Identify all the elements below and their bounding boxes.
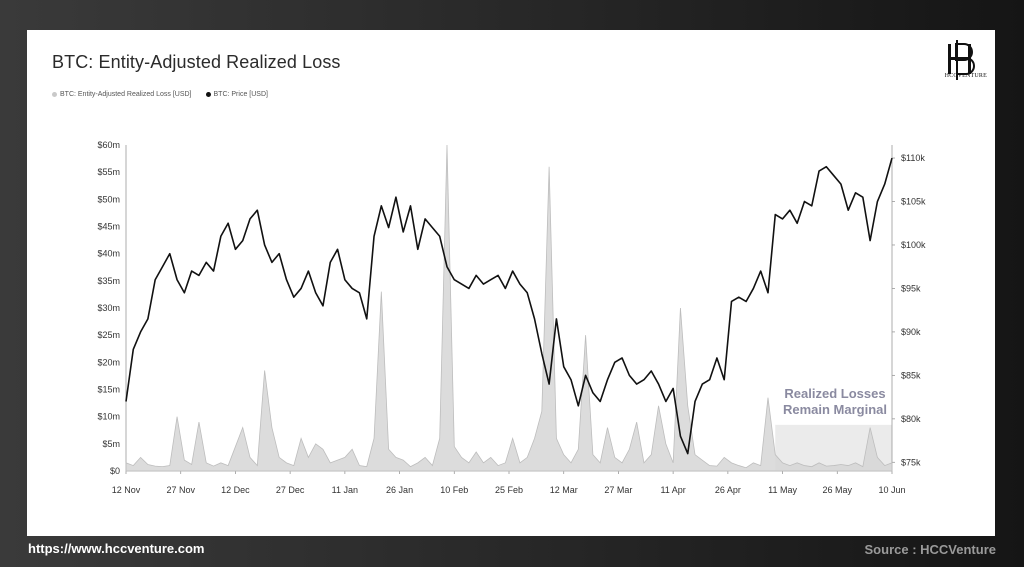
y-left-tick-label: $55m: [97, 167, 120, 177]
y-right-tick-label: $95k: [901, 283, 921, 293]
y-left-tick-label: $25m: [97, 330, 120, 340]
y-left-tick-label: $45m: [97, 222, 120, 232]
y-left-tick-label: $20m: [97, 357, 120, 367]
legend-label-realized-loss: BTC: Entity-Adjusted Realized Loss [USD]: [60, 91, 192, 98]
x-tick-label: 10 Feb: [440, 485, 468, 495]
x-tick-label: 26 Apr: [715, 485, 741, 495]
x-tick-label: 25 Feb: [495, 485, 523, 495]
x-tick-label: 27 Mar: [604, 485, 632, 495]
y-right-tick-label: $90k: [901, 327, 921, 337]
y-left-tick-label: $0: [110, 466, 120, 476]
footer-source: Source : HCCVenture: [864, 542, 996, 557]
y-left-tick-label: $60m: [97, 140, 120, 150]
x-tick-label: 10 Jun: [878, 485, 905, 495]
chart-plot: $0 $5m $10m $15m $20m $25m $30m $35m $40m $45m $50…: [97, 140, 926, 495]
series-price-line: [125, 157, 893, 455]
y-left-tick-label: $50m: [97, 194, 120, 204]
y-left-tick-label: $35m: [97, 276, 120, 286]
footer-url[interactable]: https://www.hccventure.com: [28, 541, 205, 556]
chart-legend: BTC: Entity-Adjusted Realized Loss [USD]…: [52, 91, 268, 98]
legend-swatch-price: [205, 92, 211, 97]
logo-text: HCCVENTURE: [944, 73, 987, 79]
annotation-line-1: Realized Losses: [784, 386, 885, 401]
legend-item-price: BTC: Price [USD]: [205, 91, 268, 98]
x-tick-label: 11 May: [768, 485, 797, 495]
series-realized-loss-area: [125, 144, 893, 472]
x-tick-label: 26 Jan: [386, 485, 413, 495]
y-right-tick-label: $110k: [901, 153, 925, 163]
y-right-tick-label: $80k: [901, 414, 921, 424]
chart-title: BTC: Entity-Adjusted Realized Loss: [52, 52, 341, 72]
x-tick-label: 11 Jan: [332, 485, 358, 495]
x-tick-label: 27 Nov: [166, 485, 195, 495]
y-left-tick-label: $10m: [97, 412, 120, 422]
y-right-tick-label: $100k: [901, 240, 926, 250]
annotation-line-2: Remain Marginal: [783, 402, 887, 417]
x-tick-label: 11 Apr: [660, 485, 685, 495]
y-left-tick-label: $40m: [97, 249, 120, 259]
x-tick-label: 26 May: [823, 485, 853, 495]
legend-swatch-realized-loss: [52, 92, 57, 97]
x-tick-label: 12 Mar: [550, 485, 578, 495]
y-right-tick-label: $85k: [901, 370, 921, 380]
chart-card: BTC: Entity-Adjusted Realized Loss BTC: …: [27, 30, 995, 536]
hccventure-logo: [948, 40, 975, 80]
x-tick-label: 12 Nov: [112, 485, 141, 495]
y-left-tick-label: $5m: [102, 439, 120, 449]
y-right-tick-label: $105k: [901, 197, 926, 207]
x-tick-label: 27 Dec: [276, 485, 305, 495]
legend-item-realized-loss: BTC: Entity-Adjusted Realized Loss [USD]: [52, 91, 192, 98]
y-left-tick-label: $30m: [97, 303, 120, 313]
legend-label-price: BTC: Price [USD]: [213, 91, 268, 98]
y-left-tick-label: $15m: [97, 385, 120, 395]
x-tick-label: 12 Dec: [221, 485, 250, 495]
y-right-tick-label: $75k: [901, 457, 921, 467]
